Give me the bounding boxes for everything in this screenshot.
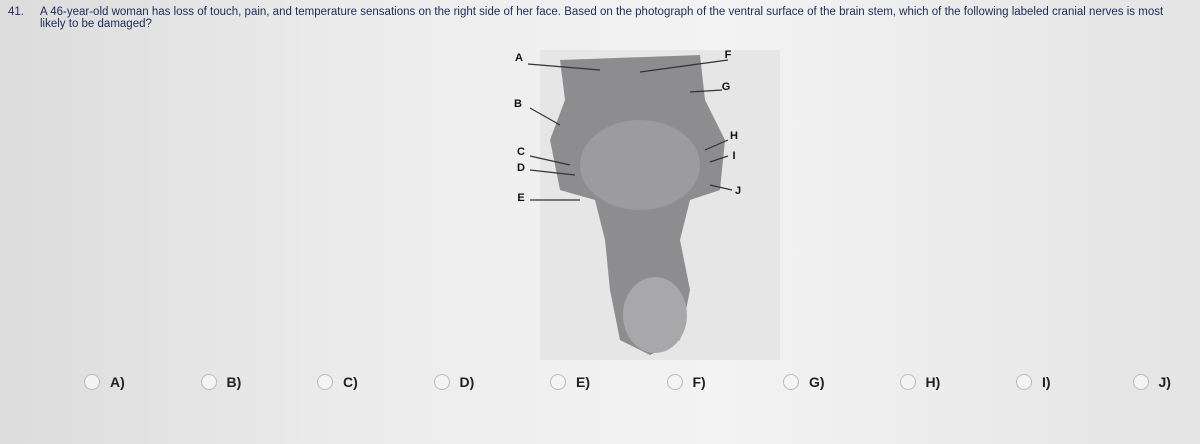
radio-button[interactable] <box>899 374 916 390</box>
option-label: F) <box>692 374 706 390</box>
question-text: A 46-year-old woman has loss of touch, p… <box>40 6 1164 30</box>
answer-option[interactable]: F) <box>666 372 706 392</box>
answer-option[interactable]: B) <box>200 372 242 392</box>
option-label: I) <box>1042 374 1051 390</box>
radio-button[interactable] <box>433 374 450 390</box>
figure-label: D <box>517 162 525 174</box>
answer-option[interactable]: A) <box>84 372 125 392</box>
figure-label: J <box>735 185 741 197</box>
figure-label: B <box>514 98 522 110</box>
radio-button[interactable] <box>1016 374 1032 390</box>
figure-label: F <box>725 49 732 61</box>
answer-option[interactable]: D) <box>433 372 475 392</box>
option-label: C) <box>343 374 358 390</box>
figure-label: C <box>517 146 525 158</box>
option-label: H) <box>925 374 941 390</box>
answer-option[interactable]: J) <box>1132 372 1171 392</box>
figure-label: G <box>722 81 731 93</box>
answer-option[interactable]: E) <box>550 372 590 392</box>
radio-button[interactable] <box>550 374 566 390</box>
radio-button[interactable] <box>666 374 683 390</box>
option-label: A) <box>110 374 125 390</box>
option-label: J) <box>1158 374 1171 390</box>
answer-option[interactable]: G) <box>783 372 825 392</box>
answer-option[interactable]: H) <box>899 372 941 392</box>
pointer-lines <box>527 59 733 201</box>
answer-option[interactable]: I) <box>1016 372 1051 392</box>
radio-button[interactable] <box>1132 374 1149 390</box>
answer-option[interactable]: C) <box>317 372 358 392</box>
figure-label: E <box>517 192 524 204</box>
radio-button[interactable] <box>84 374 100 390</box>
radio-button[interactable] <box>783 374 799 390</box>
figure-label: I <box>732 150 735 162</box>
medulla <box>623 277 687 353</box>
figure-label: H <box>730 130 738 142</box>
question-number: 41. <box>8 6 24 18</box>
radio-button[interactable] <box>200 374 217 390</box>
option-label: D) <box>459 374 475 390</box>
pons <box>580 120 700 210</box>
option-label: E) <box>576 374 590 390</box>
option-label: G) <box>809 374 825 390</box>
option-label: B) <box>226 374 242 390</box>
radio-button[interactable] <box>317 374 333 390</box>
figure-label: A <box>515 52 523 64</box>
